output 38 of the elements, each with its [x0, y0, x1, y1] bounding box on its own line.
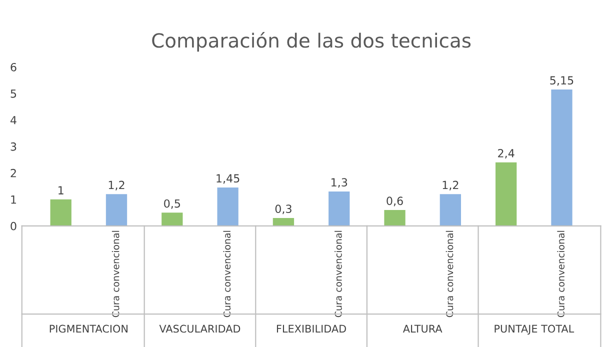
bar [50, 199, 72, 226]
y-tick-label: 4 [10, 116, 16, 124]
text: PIGMENTACION [50, 324, 128, 333]
bar [440, 194, 462, 226]
bar [496, 162, 517, 226]
data-label: 1,2 [108, 180, 124, 190]
x-tick-label: Cura convencional [334, 230, 342, 318]
data-label: 0,3 [275, 204, 292, 214]
data-label: 0,5 [164, 199, 180, 209]
text: FLEXIBILIDAD [276, 324, 346, 333]
y-tick-label: 1 [11, 196, 16, 204]
y-tick-label: 5 [10, 90, 16, 98]
data-label: 1,3 [332, 178, 348, 188]
y-tick-label: 0 [10, 222, 16, 230]
y-tick-label: 2 [10, 168, 16, 178]
y-tick-label: 3 [10, 142, 16, 151]
bar [272, 218, 294, 226]
bar [328, 191, 350, 226]
x-tick-label: Cura convencional [112, 230, 120, 318]
bar [106, 194, 128, 226]
bar [217, 187, 238, 226]
data-label: 1 [58, 186, 64, 194]
bar [384, 210, 406, 226]
y-tick-label: 6 [10, 62, 16, 72]
data-label: 1,45 [216, 174, 240, 184]
data-label: 5,15 [550, 76, 574, 86]
data-label: 2,4 [498, 148, 514, 159]
text: PUNTAJE TOTAL [494, 324, 574, 335]
x-tick-label: Cura convencional [223, 230, 231, 318]
bar [551, 89, 572, 226]
data-label: 0,6 [386, 196, 403, 206]
text: ALTURA [402, 324, 442, 333]
x-tick-label: Cura convencional [446, 230, 454, 318]
bar [162, 212, 183, 226]
x-tick-label: Cura convencional [557, 230, 564, 318]
chart-title: Comparación de las dos tecnicas [152, 32, 471, 52]
text: VASCULARIDAD [159, 324, 240, 333]
data-label: 1,2 [442, 180, 458, 190]
